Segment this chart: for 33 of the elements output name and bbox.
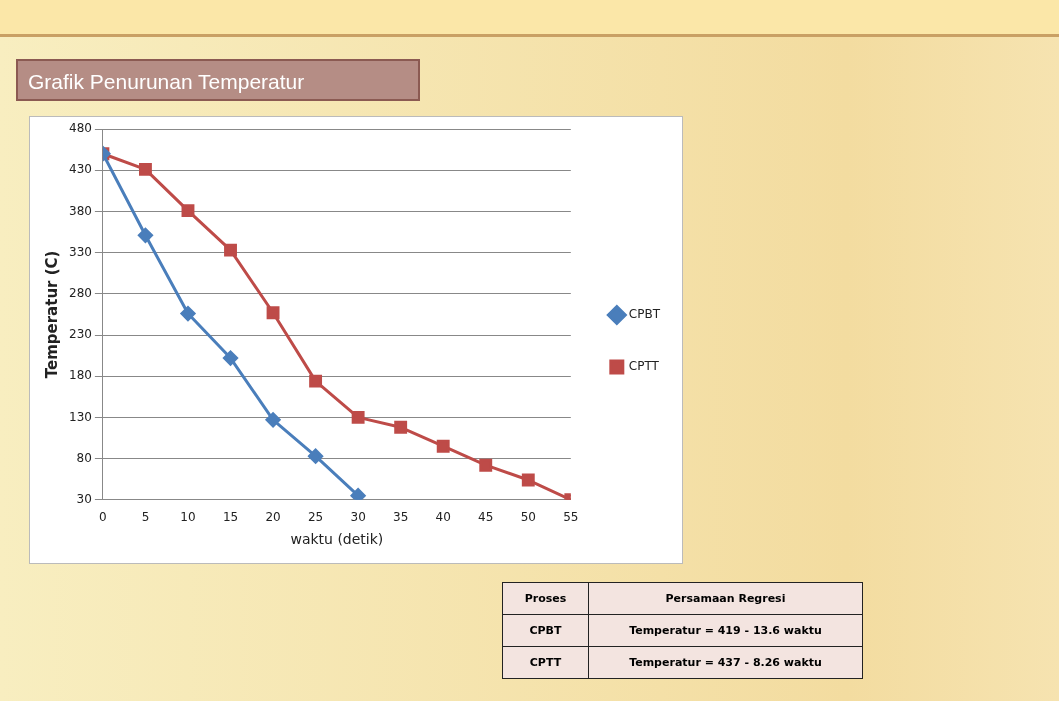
x-tick-label: 20 [265, 510, 281, 525]
x-tick-label: 50 [520, 510, 536, 525]
y-tick-label: 30 [76, 491, 92, 506]
y-tick-label: 180 [69, 368, 92, 383]
x-tick-label: 35 [393, 510, 409, 525]
y-tick-label: 330 [69, 244, 92, 259]
x-tick-label: 10 [180, 510, 196, 525]
x-tick-label: 5 [141, 510, 150, 525]
x-tick-label: 25 [307, 510, 324, 525]
y-tick-label: 130 [69, 409, 92, 424]
x-tick-label: 45 [478, 510, 494, 525]
y-tick-label: 230 [69, 327, 92, 342]
text: Persamaan Regresi [588, 582, 863, 615]
y-tick-label: 430 [69, 162, 92, 177]
x-axis-title: waktu (detik) [290, 531, 384, 548]
y-tick-label: 480 [69, 121, 92, 136]
x-tick-label: 30 [350, 510, 366, 525]
x-tick-label: 55 [563, 510, 579, 525]
text: Temperatur = 419 - 13.6 waktu [588, 614, 863, 647]
y-axis-title: Temperatur (C) [42, 250, 61, 379]
x-tick-label: 15 [222, 510, 239, 525]
y-tick-label: 280 [69, 285, 92, 300]
legend-label: CPBT [628, 307, 661, 322]
x-tick-label: 0 [99, 510, 107, 525]
legend-label: CPTT [628, 359, 660, 374]
text: Temperatur = 437 - 8.26 waktu [588, 646, 863, 679]
text: CPBT [502, 614, 589, 647]
y-tick-label: 80 [76, 450, 92, 465]
y-tick-label: 380 [69, 203, 92, 218]
chart-title: Grafik Penurunan Temperatur [16, 59, 420, 101]
text: Proses [502, 582, 589, 615]
text: CPTT [502, 646, 589, 679]
x-tick-label: 40 [435, 510, 451, 525]
